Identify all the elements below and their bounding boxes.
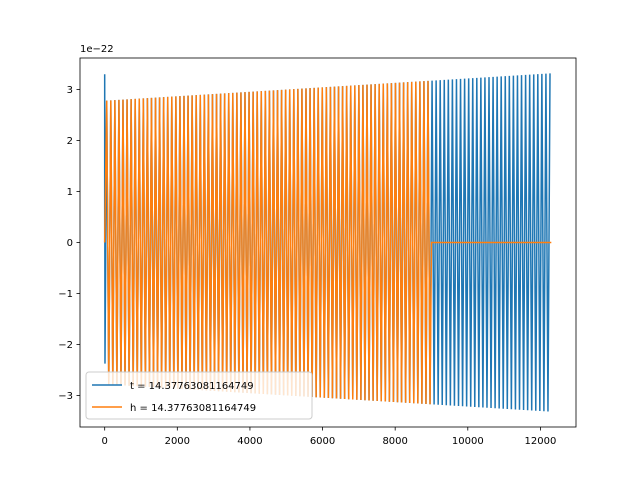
series-line-h xyxy=(103,80,552,405)
y-axis: −3 −2 −1 0 1 2 3 xyxy=(58,85,80,402)
y-scale-label: 1e−22 xyxy=(80,44,114,55)
y-tick-label: 3 xyxy=(67,85,73,96)
y-tick-label: 0 xyxy=(67,238,73,249)
x-axis: 0 2000 4000 6000 8000 10000 12000 xyxy=(102,427,557,447)
legend-label-t: t = 14.37763081164749 xyxy=(130,381,254,392)
x-tick-label: 4000 xyxy=(237,436,262,447)
y-tick-label: −1 xyxy=(58,289,73,300)
x-tick-label: 10000 xyxy=(452,436,484,447)
y-tick-label: −3 xyxy=(58,391,73,402)
legend-box xyxy=(85,371,313,420)
x-tick-label: 6000 xyxy=(310,436,335,447)
y-tick-label: 1 xyxy=(67,187,73,198)
y-tick-label: −2 xyxy=(58,340,73,351)
x-tick-label: 0 xyxy=(102,436,108,447)
y-tick-label: 2 xyxy=(67,136,73,147)
x-tick-label: 12000 xyxy=(525,436,557,447)
legend-label-h: h = 14.37763081164749 xyxy=(130,403,256,414)
plot-area xyxy=(103,73,552,412)
legend: t = 14.37763081164749 h = 14.37763081164… xyxy=(85,371,313,420)
x-tick-label: 8000 xyxy=(382,436,407,447)
x-tick-label: 2000 xyxy=(165,436,190,447)
